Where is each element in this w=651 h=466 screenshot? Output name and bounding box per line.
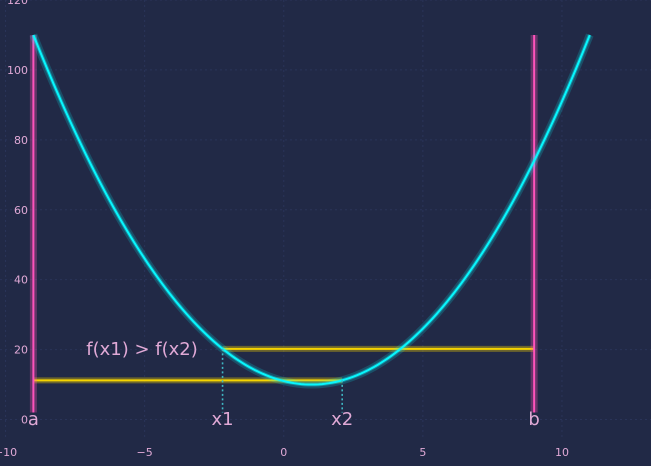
probe-lines: [221, 348, 343, 413]
x-tick-label: 5: [419, 446, 426, 459]
x-tick-label: −5: [137, 446, 153, 459]
level-lines: [33, 345, 535, 384]
curve-series: [29, 33, 594, 389]
x-tick-label: −10: [0, 446, 17, 459]
y-tick-label: 0: [21, 414, 28, 427]
y-tick-label: 120: [7, 0, 28, 7]
marker-labels: a b x1 x2: [28, 409, 540, 430]
bound-label: b: [528, 409, 539, 430]
y-tick-label: 40: [14, 274, 28, 287]
annotation-text: f(x1) > f(x2): [86, 339, 198, 360]
bound-label: a: [28, 409, 39, 430]
y-tick-label: 80: [14, 134, 28, 147]
probe-label: x1: [212, 409, 234, 430]
curve-line: [32, 34, 591, 386]
bound-lines: [29, 34, 538, 413]
y-tick-label: 100: [7, 64, 28, 77]
x-tick-label: 0: [280, 446, 287, 459]
y-tick-label: 60: [14, 204, 28, 217]
x-tick-label: 10: [555, 446, 569, 459]
y-tick-label: 20: [14, 344, 28, 357]
probe-label: x2: [331, 409, 353, 430]
